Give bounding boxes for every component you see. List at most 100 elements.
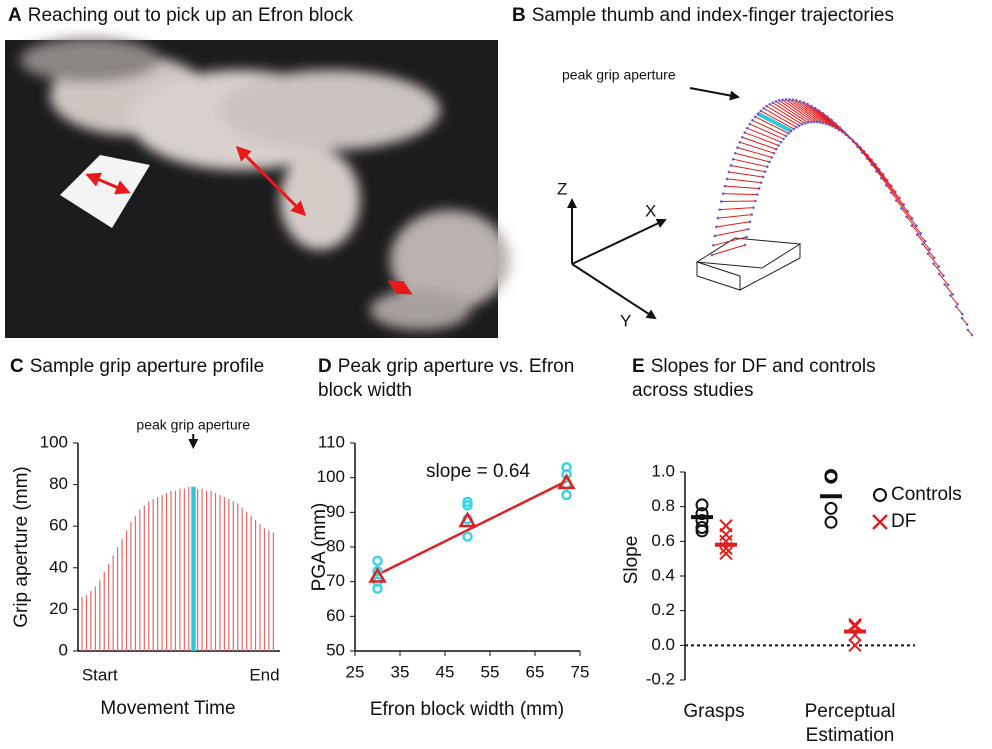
mean-point <box>368 566 387 583</box>
bar <box>152 499 154 651</box>
trajectory-dot <box>761 175 765 179</box>
bar <box>148 501 150 651</box>
trajectory-dot <box>784 98 788 101</box>
trajectory-dot <box>751 119 754 122</box>
trajectory-dot <box>768 160 771 164</box>
point <box>824 515 838 529</box>
bar <box>103 571 105 651</box>
trajectory-dot <box>889 191 893 194</box>
label: Efron block width (mm) <box>370 699 564 720</box>
aperture-line <box>927 253 940 267</box>
trajectory-dot <box>937 265 941 268</box>
panel-title: E Slopes for DF and controls across studi… <box>632 355 932 403</box>
x-tick-label: 75 <box>571 662 590 681</box>
bar <box>90 590 92 651</box>
x-tick-label: Grasps <box>683 701 745 722</box>
aperture-line <box>866 158 888 181</box>
aperture-line <box>906 216 922 234</box>
aperture-line <box>742 136 777 150</box>
trajectory-dot <box>932 256 936 260</box>
bar <box>219 495 221 651</box>
aperture-line <box>861 152 884 175</box>
bar <box>210 490 212 651</box>
point <box>719 527 733 542</box>
trajectory-dot <box>716 216 720 220</box>
axis-letter: Z <box>557 179 567 198</box>
title-text: Sample grip aperture profile <box>29 356 265 377</box>
aperture-line <box>796 99 827 125</box>
bar <box>268 530 270 651</box>
bar <box>143 505 145 651</box>
point <box>462 500 473 511</box>
trajectory-dot <box>797 124 801 127</box>
trajectory-dot <box>792 127 796 131</box>
trajectory-dot <box>818 121 822 124</box>
aperture-line <box>752 119 787 137</box>
trajectory-dot <box>879 176 883 180</box>
trajectory-dot <box>791 98 795 102</box>
x-tick-label: 55 <box>481 662 500 681</box>
point <box>372 583 383 594</box>
trajectory-dot <box>842 130 846 134</box>
y-tick-label: 40 <box>49 557 68 576</box>
trajectory-dot <box>738 140 742 144</box>
aperture-line <box>792 99 824 124</box>
trajectory-dot <box>741 135 744 139</box>
legend-marker <box>873 488 887 502</box>
bar <box>170 490 172 651</box>
point <box>462 531 473 542</box>
aperture-line <box>895 200 913 219</box>
aperture-line <box>803 102 833 127</box>
trajectory-dot <box>781 98 784 102</box>
bar <box>130 522 132 651</box>
bar <box>94 586 96 651</box>
trajectory-dot <box>900 207 903 210</box>
point <box>695 498 709 512</box>
trajectory-dot <box>759 109 763 113</box>
trajectory-dot <box>777 99 781 102</box>
panel-title: C Sample grip aperture profile <box>10 355 280 379</box>
trajectory-dot <box>923 240 927 243</box>
y-tick-label: 80 <box>326 536 345 555</box>
trajectory-dot <box>736 146 739 149</box>
aperture-line <box>961 317 968 325</box>
trajectory-dot <box>910 217 914 220</box>
trajectory-dot <box>723 184 727 188</box>
trajectory-dot <box>750 213 753 216</box>
aperture-line <box>723 193 758 196</box>
aperture-line <box>749 123 784 140</box>
annotation: peak grip aperture <box>136 417 250 433</box>
y-tick-label: 0 <box>59 640 68 659</box>
label: Grip aperture (mm) <box>11 466 32 628</box>
trajectory-dot <box>795 99 798 102</box>
trajectory-dot <box>774 147 778 151</box>
trajectory-dot <box>928 248 932 251</box>
title-text: Slopes for DF and controls across studie… <box>632 356 876 401</box>
trajectory-dot <box>919 232 923 235</box>
aperture-line <box>747 127 782 143</box>
axis-letter: Y <box>620 311 631 330</box>
bar <box>125 530 128 651</box>
point <box>824 501 838 515</box>
y-tick-label: 110 <box>318 432 345 451</box>
trajectory-dot <box>921 242 924 246</box>
aperture-line <box>739 141 775 154</box>
bar <box>191 486 196 651</box>
trajectory-dot <box>784 134 788 138</box>
aperture-line <box>766 105 800 127</box>
aperture-line <box>880 177 900 199</box>
trajectory-dot <box>932 262 935 265</box>
trajectory-dot <box>937 272 941 276</box>
trajectory-dot <box>731 157 735 161</box>
trajectory-dot <box>757 187 761 190</box>
label: Slope <box>621 536 642 585</box>
trajectory-dot <box>926 252 930 255</box>
trajectory-dot <box>847 135 850 138</box>
trajectory-dot <box>946 283 950 287</box>
trajectory-dot <box>789 129 793 133</box>
trajectory-dot <box>718 208 721 211</box>
trajectory-dot <box>915 224 918 228</box>
trajectory-dot <box>815 120 818 124</box>
trajectory-dot <box>800 123 804 126</box>
aperture-line <box>944 284 954 295</box>
